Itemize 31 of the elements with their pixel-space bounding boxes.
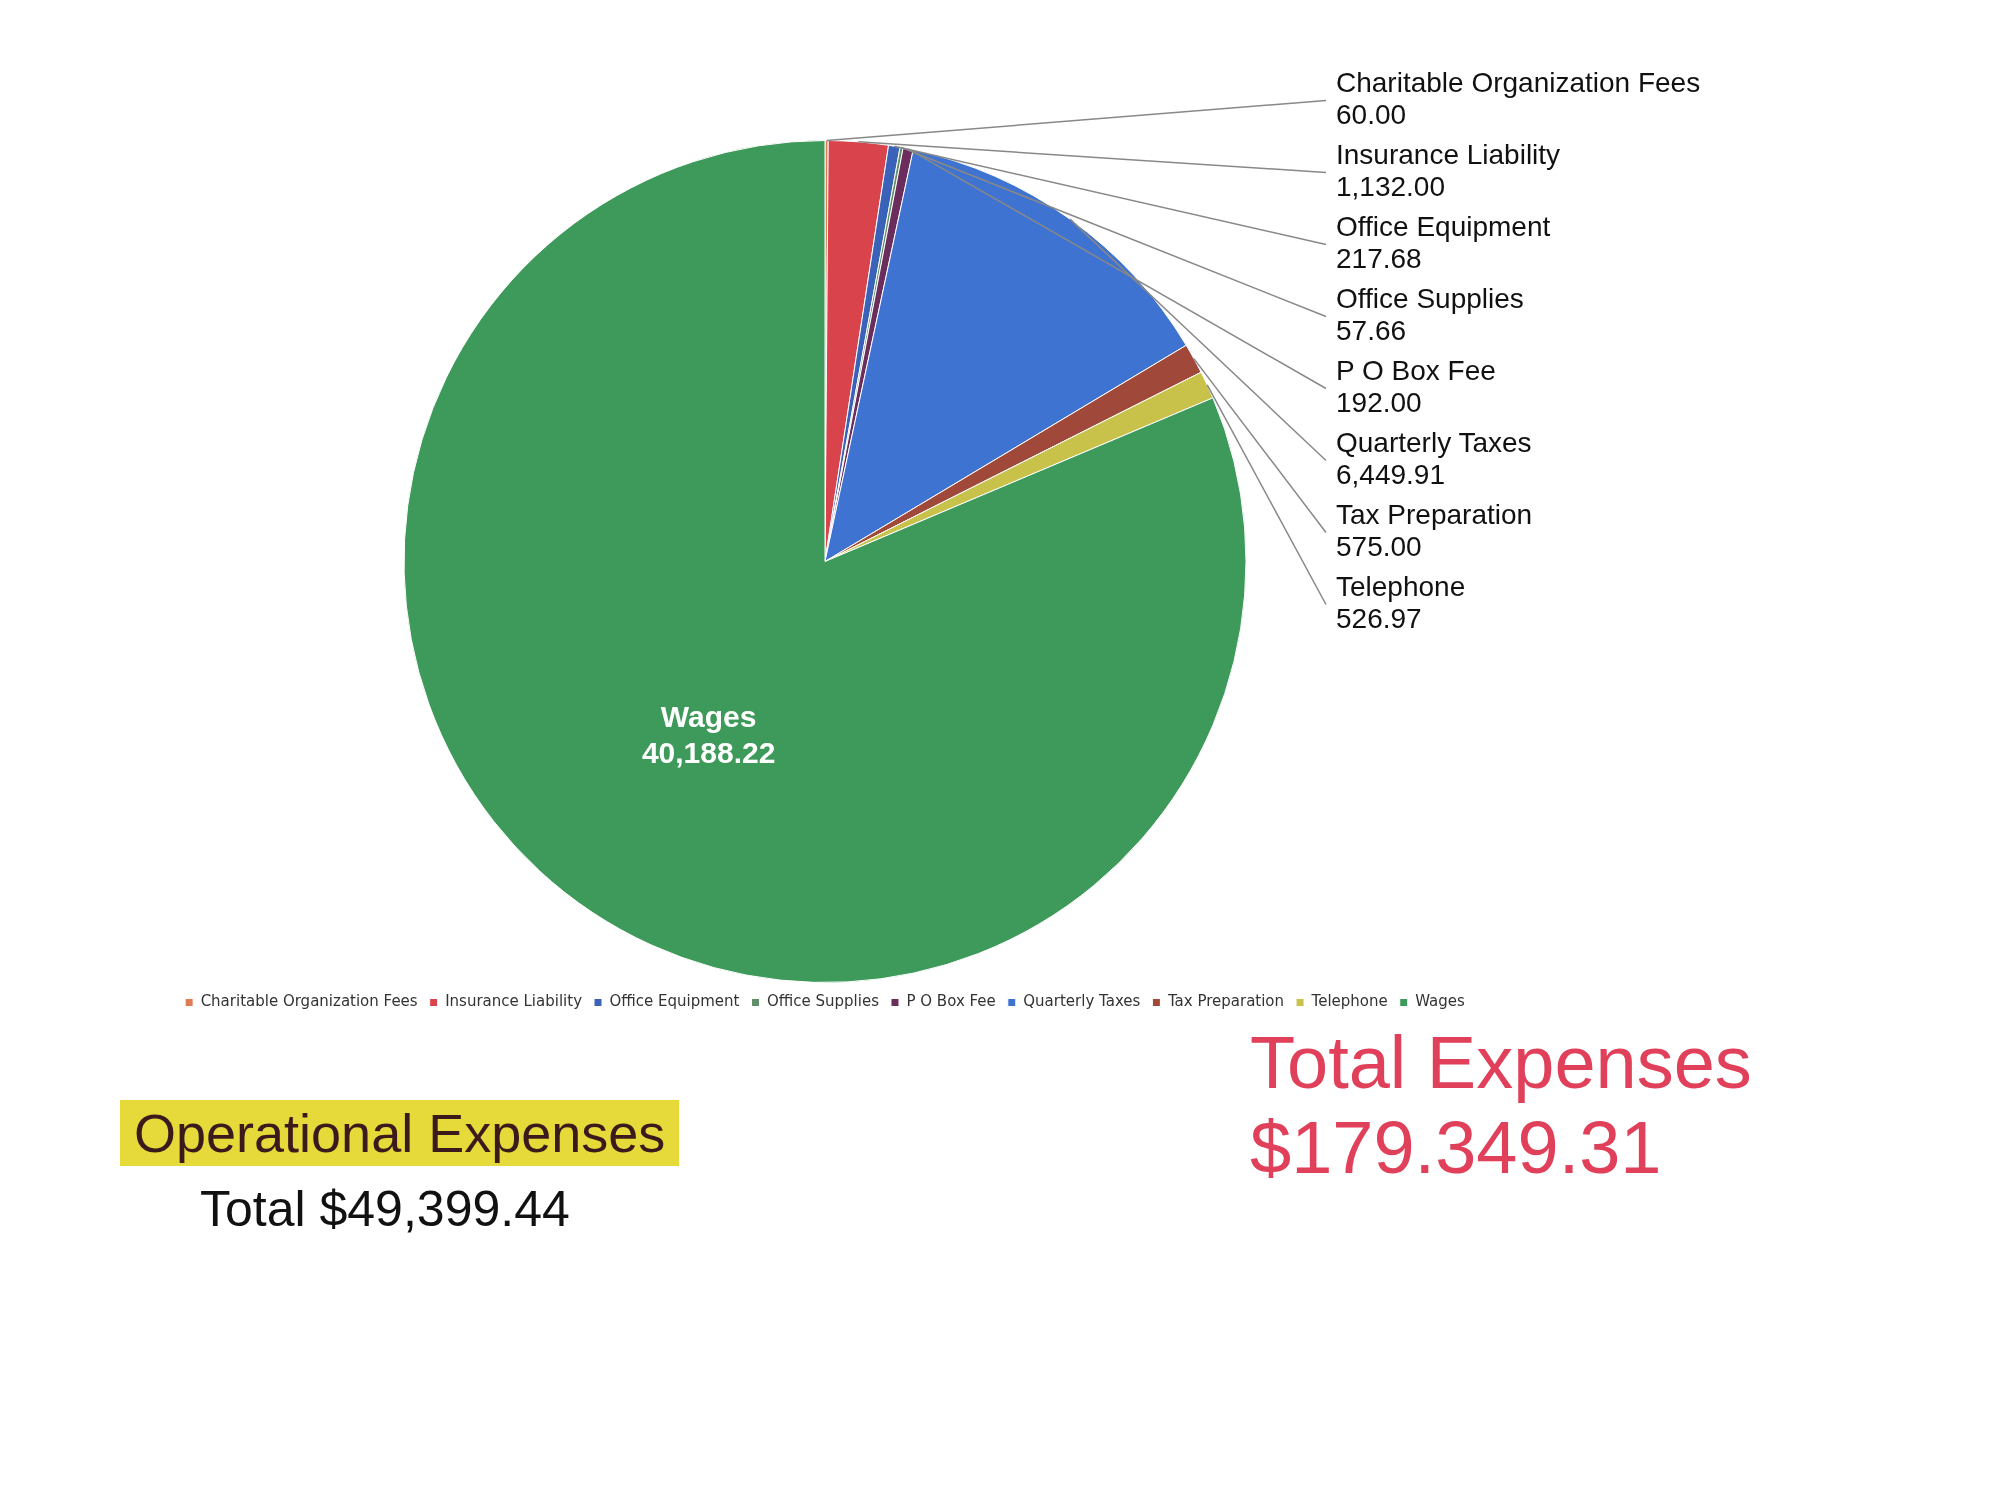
text: $179.349.31 — [1250, 1105, 1662, 1190]
slice-label: Office Equipment — [1336, 211, 1551, 243]
legend-label: Tax Preparation — [1166, 992, 1285, 1011]
data-label: 57.66 — [1336, 315, 1407, 347]
legend-label: Wages — [1415, 992, 1466, 1011]
data-label: 60.00 — [1336, 99, 1407, 131]
data-label: 192.00 — [1336, 387, 1422, 419]
slice-label: Tax Preparation — [1336, 499, 1533, 531]
legend-label: Quarterly Taxes — [1023, 992, 1141, 1011]
data-label: 217.68 — [1336, 243, 1422, 275]
legend-label: Telephone — [1310, 992, 1388, 1011]
slice-label: Wages — [660, 700, 757, 734]
slice-label: Telephone — [1336, 571, 1466, 603]
data-label: 526.97 — [1336, 603, 1422, 635]
slice-label: Quarterly Taxes — [1336, 427, 1532, 459]
legend-label: Insurance Liability — [445, 992, 583, 1011]
legend-label: Office Supplies — [766, 992, 880, 1011]
slice-label: Insurance Liability — [1336, 139, 1561, 171]
data-label: 6,449.91 — [1336, 459, 1445, 491]
data-label: 1,132.00 — [1336, 171, 1445, 203]
legend-label: Office Equipment — [609, 992, 740, 1011]
text: Total $49,399.44 — [200, 1180, 570, 1238]
text: Total Expenses — [1250, 1020, 1752, 1105]
text: Operational Expenses — [120, 1100, 680, 1166]
data-label: 40,188.22 — [641, 736, 776, 770]
data-label: 575.00 — [1336, 531, 1422, 563]
legend-label: P O Box Fee — [906, 992, 996, 1011]
legend-label: Charitable Organization Fees — [200, 992, 418, 1011]
slice-label: Charitable Organization Fees — [1336, 67, 1701, 99]
slice-label: Office Supplies — [1336, 283, 1524, 315]
slice-label: P O Box Fee — [1336, 355, 1496, 387]
